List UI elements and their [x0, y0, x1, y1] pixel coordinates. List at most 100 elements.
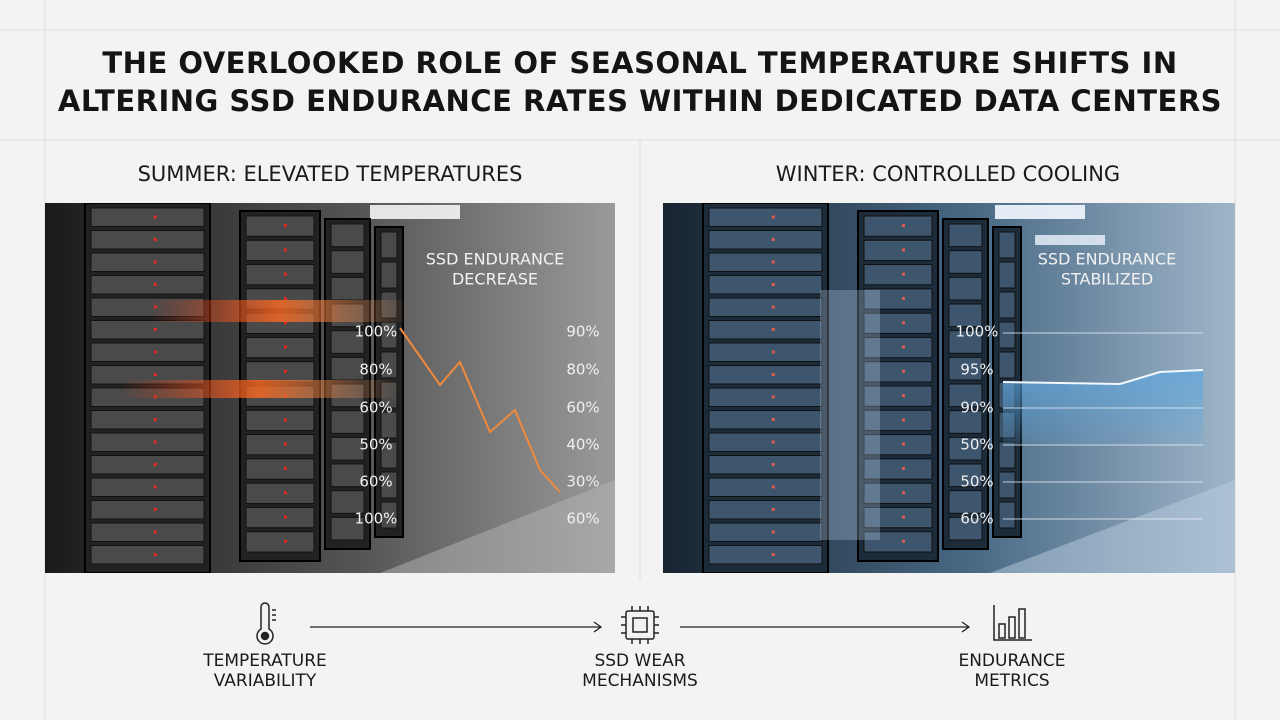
server-slot: [330, 516, 365, 541]
server-led: [771, 395, 775, 399]
server-led: [284, 224, 287, 228]
server-led: [771, 373, 775, 376]
server-led: [284, 296, 287, 300]
axis-label: 60%: [359, 399, 392, 417]
server-slot: [245, 264, 315, 286]
server-slot: [380, 471, 398, 499]
server-slot: [998, 501, 1016, 529]
axis-label: 90%: [960, 399, 993, 417]
server-slot: [245, 506, 315, 529]
server-led: [284, 345, 287, 349]
server-led: [284, 369, 287, 373]
server-led: [771, 328, 775, 331]
server-slot: [245, 336, 315, 359]
server-slot: [948, 276, 983, 301]
server-led: [771, 530, 775, 534]
server-led: [902, 491, 905, 495]
server-led: [771, 553, 775, 556]
server-slot: [90, 230, 205, 250]
server-led: [284, 491, 287, 495]
server-slot: [708, 230, 823, 250]
server-slot: [998, 471, 1016, 499]
flow-label: MECHANISMS: [582, 671, 698, 691]
server-slot: [245, 531, 315, 553]
server-led: [284, 418, 287, 422]
server-led: [771, 440, 775, 444]
server-slot: [708, 252, 823, 272]
flow-label: SSD WEAR: [594, 651, 685, 671]
server-slot: [90, 207, 205, 227]
server-slot: [245, 239, 315, 262]
server-slot: [330, 330, 365, 354]
server-led: [902, 539, 905, 543]
server-led: [902, 248, 905, 252]
server-slot: [90, 320, 205, 340]
axis-label: 90%: [566, 323, 599, 341]
server-slot: [863, 434, 933, 456]
server-slot: [330, 276, 365, 301]
server-slot: [330, 250, 365, 274]
server-led: [153, 260, 157, 264]
server-slot: [948, 330, 983, 354]
server-led: [902, 272, 905, 276]
server-slot: [948, 356, 983, 381]
server-led: [153, 350, 157, 354]
server-led: [771, 508, 775, 511]
server-led: [902, 515, 905, 519]
flow-label: ENDURANCE: [958, 651, 1065, 671]
server-slot: [90, 522, 205, 542]
server-slot: [998, 231, 1016, 259]
server-slot: [863, 361, 933, 383]
server-slot: [245, 361, 315, 383]
summer-image: [45, 203, 615, 573]
server-slot: [90, 432, 205, 452]
axis-label: 30%: [566, 473, 599, 491]
axis-label: 100%: [355, 323, 398, 341]
server-led: [902, 466, 905, 470]
server-led: [771, 215, 775, 219]
server-slot: [863, 288, 933, 310]
server-led: [902, 345, 905, 349]
server-led: [902, 224, 905, 228]
flow-label: VARIABILITY: [214, 671, 317, 691]
axis-label: 50%: [960, 436, 993, 454]
bar-chart-icon: [993, 605, 1032, 641]
server-led: [902, 296, 905, 300]
title-line: ALTERING SSD ENDURANCE RATES WITHIN DEDI…: [58, 84, 1222, 118]
server-slot: [330, 490, 365, 514]
server-slot: [90, 500, 205, 520]
server-led: [284, 272, 287, 276]
flow-label: METRICS: [974, 671, 1049, 691]
server-slot: [330, 463, 365, 488]
server-slot: [90, 455, 205, 475]
server-slot: [863, 215, 933, 237]
server-led: [902, 442, 905, 446]
server-slot: [330, 223, 365, 248]
server-led: [771, 260, 775, 264]
server-slot: [998, 321, 1016, 349]
server-led: [771, 350, 775, 354]
server-slot: [245, 215, 315, 237]
overlay-title: STABILIZED: [1061, 270, 1153, 289]
server-slot: [863, 239, 933, 262]
server-led: [284, 539, 287, 543]
server-led: [771, 463, 775, 466]
server-led: [284, 442, 287, 446]
server-led: [153, 283, 157, 286]
axis-label: 40%: [566, 436, 599, 454]
server-led: [771, 238, 775, 241]
server-slot: [948, 383, 983, 408]
server-slot: [330, 436, 365, 461]
server-led: [771, 283, 775, 286]
server-slot: [245, 482, 315, 504]
axis-label: 60%: [566, 510, 599, 528]
axis-label: 100%: [355, 510, 398, 528]
server-slot: [863, 336, 933, 359]
overlay-title: SSD ENDURANCE: [426, 250, 565, 269]
thermometer-icon: [256, 602, 276, 645]
server-slot: [245, 434, 315, 456]
axis-label: 60%: [960, 510, 993, 528]
server-led: [902, 394, 905, 398]
server-slot: [90, 275, 205, 295]
